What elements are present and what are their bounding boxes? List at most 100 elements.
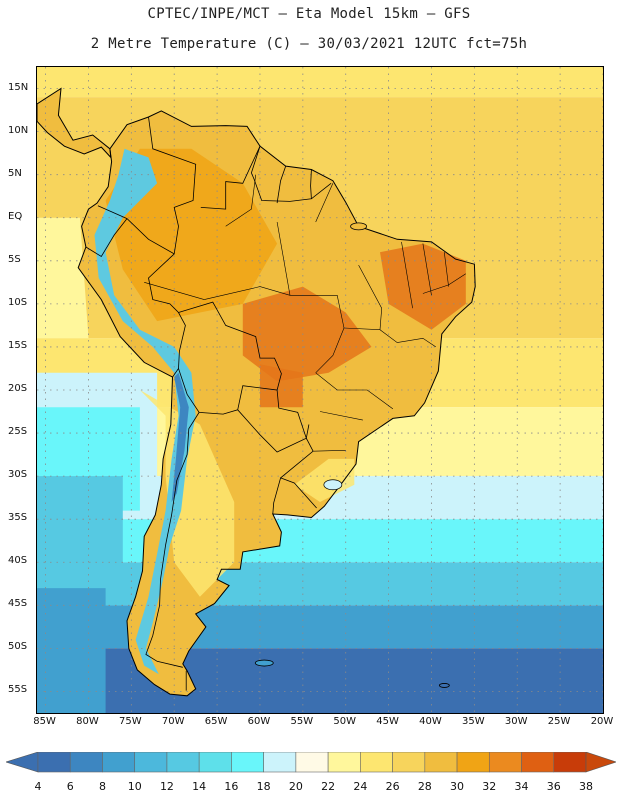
- longitude-label: 25W: [547, 716, 571, 727]
- state-border: [319, 411, 363, 421]
- pacific-colder-zone: [37, 476, 123, 606]
- state-border: [379, 329, 436, 348]
- ocean-band-coldest: [37, 648, 603, 713]
- colorbar-tick-label: 34: [515, 780, 529, 792]
- latitude-label: 25S: [8, 426, 28, 438]
- patagonia-warm-zone: [139, 390, 235, 597]
- longitude-label: 50W: [333, 716, 357, 727]
- state-border: [343, 264, 383, 331]
- latitude-label: 50S: [8, 641, 28, 653]
- state-border: [401, 241, 413, 309]
- country-border: [178, 301, 282, 415]
- andes-cold-core: [171, 372, 189, 502]
- colorbar-swatch: [231, 752, 264, 773]
- colorbar-swatch: [166, 752, 200, 773]
- colorbar-tick-label: 28: [418, 780, 432, 792]
- colorbar-swatch: [488, 752, 522, 773]
- colorbar-tick-label: 38: [579, 780, 593, 792]
- longitude-label: 30W: [504, 716, 528, 727]
- map-canvas: [37, 67, 603, 713]
- state-border: [422, 243, 432, 296]
- state-border: [204, 286, 291, 300]
- country-border: [97, 116, 197, 255]
- colorbar-tick-label: 20: [289, 780, 303, 792]
- latitude-label: 55S: [8, 684, 28, 696]
- andes-cold-ridge: [94, 148, 196, 675]
- marajo-island: [350, 222, 367, 231]
- state-border: [276, 221, 345, 329]
- country-border: [310, 169, 312, 199]
- falkland-islands: [254, 659, 274, 667]
- south-georgia-island: [438, 683, 450, 688]
- state-border: [315, 183, 334, 223]
- lagoa-dos-patos: [323, 479, 343, 491]
- colorbar-tick-label: 4: [35, 780, 42, 792]
- colorbar-under-arrow: [6, 752, 39, 773]
- map-title-line-1: CPTEC/INPE/MCT – Eta Model 15km – GFS: [147, 6, 471, 22]
- latitude-label: 10N: [8, 124, 29, 136]
- country-border: [85, 218, 128, 258]
- pantanal-hot-zone: [260, 364, 303, 408]
- colorbar-over-arrow: [585, 752, 616, 773]
- longitude-label: 60W: [247, 716, 271, 727]
- colorbar-tick-label: 8: [99, 780, 106, 792]
- colorbar-swatch: [424, 752, 458, 773]
- pacific-equatorial-zone: [37, 217, 89, 339]
- temperature-map: [36, 66, 604, 714]
- latitude-label: 40S: [8, 555, 28, 567]
- colorbar-swatch: [553, 752, 587, 773]
- mato-grosso-hot-zone: [242, 286, 372, 382]
- ocean-band-north: [37, 67, 603, 98]
- latitude-label: 30S: [8, 469, 28, 481]
- state-border: [144, 282, 205, 300]
- temperature-colorbar: 4 6 8 10 12 14 16 18 20 22 24 26 28 30 32 34 36 38: [6, 752, 616, 792]
- latitude-label: 45S: [8, 598, 28, 610]
- colorbar-tick-label: 18: [257, 780, 271, 792]
- latitude-label: 20S: [8, 383, 28, 394]
- colorbar-swatch: [102, 752, 136, 773]
- latitude-label: 10S: [8, 296, 28, 308]
- country-border: [272, 477, 281, 515]
- colorbar-tick-label: 30: [450, 780, 464, 792]
- colorbar-tick-label: 32: [482, 780, 496, 792]
- longitude-label: 55W: [290, 716, 314, 727]
- coastline: [77, 110, 476, 697]
- colorbar-swatch: [392, 752, 426, 773]
- central-america-field: [37, 88, 111, 158]
- colorbar-swatch: [263, 752, 297, 773]
- colorbar-swatch: [521, 752, 555, 773]
- state-border: [315, 327, 345, 374]
- colorbar-swatch: [134, 752, 168, 773]
- longitude-label: 20W: [590, 716, 614, 727]
- state-border: [315, 372, 394, 410]
- colorbar-tick-label: 10: [128, 780, 142, 792]
- longitude-label: 35W: [462, 716, 485, 727]
- longitude-label: 85W: [33, 716, 56, 727]
- south-brazil-mild-zone: [294, 458, 355, 502]
- longitude-label: 80W: [76, 716, 99, 727]
- latitude-label: 35S: [8, 512, 28, 524]
- country-border: [276, 165, 287, 204]
- ocean-band-cold-south: [37, 605, 603, 649]
- ocean-band-colder: [37, 562, 603, 606]
- longitude-label: 40W: [419, 716, 442, 727]
- latitude-label: 15S: [8, 339, 28, 351]
- colorbar-swatch: [327, 752, 361, 773]
- state-border: [422, 273, 466, 294]
- colorbar-swatch: [456, 752, 490, 773]
- central-america-coastline: [37, 87, 112, 159]
- country-boundaries: [37, 87, 476, 697]
- country-border: [200, 146, 261, 210]
- state-border: [444, 252, 449, 287]
- longitude-label: 70W: [161, 716, 185, 727]
- colorbar-swatch: [69, 752, 103, 773]
- state-border: [313, 450, 346, 452]
- colorbar-swatch: [37, 752, 71, 773]
- colorbar-tick-label: 22: [321, 780, 335, 792]
- colorbar-tick-label: 26: [386, 780, 400, 792]
- northeast-hot-zone: [380, 243, 466, 330]
- colorbar-swatch: [360, 752, 393, 773]
- pacific-coldest-zone: [37, 588, 106, 713]
- colorbar-swatch: [198, 752, 232, 773]
- country-border: [237, 389, 310, 453]
